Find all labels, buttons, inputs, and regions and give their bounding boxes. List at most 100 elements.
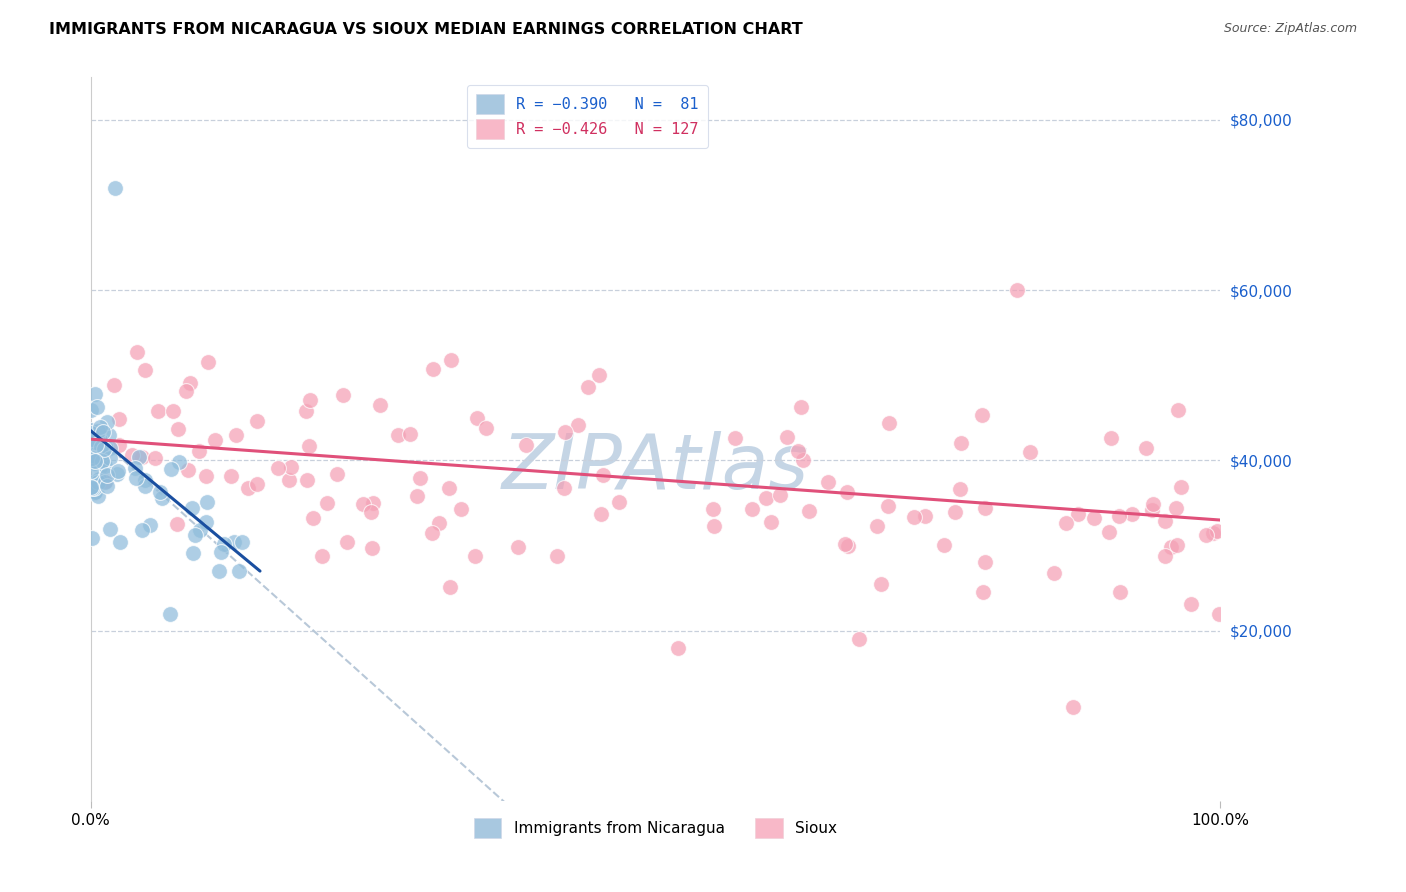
Point bbox=[212, 537, 235, 551]
Point bbox=[91, 454, 114, 468]
Point bbox=[724, 431, 747, 445]
Point bbox=[80, 453, 103, 467]
Point bbox=[1160, 541, 1182, 555]
Point bbox=[82, 432, 104, 446]
Point bbox=[108, 438, 131, 452]
Point bbox=[464, 549, 486, 563]
Point bbox=[475, 421, 498, 435]
Point bbox=[1098, 524, 1121, 539]
Point bbox=[80, 402, 103, 417]
Point bbox=[336, 535, 359, 549]
Point bbox=[1153, 549, 1175, 563]
Point bbox=[181, 546, 204, 560]
Point bbox=[94, 475, 117, 489]
Point bbox=[409, 471, 432, 485]
Point bbox=[90, 441, 112, 455]
Point bbox=[450, 502, 472, 516]
Point bbox=[87, 437, 110, 451]
Point bbox=[103, 378, 125, 392]
Point bbox=[245, 414, 267, 428]
Point bbox=[973, 501, 995, 516]
Point bbox=[837, 485, 859, 500]
Point bbox=[187, 444, 209, 458]
Point bbox=[134, 474, 156, 488]
Point bbox=[96, 416, 118, 430]
Point bbox=[368, 398, 391, 412]
Point bbox=[176, 384, 198, 399]
Point bbox=[84, 454, 107, 468]
Point bbox=[741, 501, 763, 516]
Point bbox=[316, 496, 339, 510]
Point bbox=[166, 517, 188, 532]
Point bbox=[82, 453, 104, 467]
Point bbox=[107, 464, 129, 478]
Point bbox=[80, 480, 103, 494]
Point bbox=[387, 428, 409, 442]
Point bbox=[1019, 445, 1042, 459]
Point bbox=[80, 447, 103, 461]
Point bbox=[974, 555, 997, 569]
Point bbox=[100, 451, 122, 466]
Point bbox=[546, 549, 568, 563]
Point bbox=[332, 387, 354, 401]
Point bbox=[124, 460, 146, 475]
Point bbox=[567, 417, 589, 432]
Point bbox=[508, 540, 530, 554]
Point bbox=[970, 409, 993, 423]
Point bbox=[80, 476, 103, 491]
Point bbox=[86, 429, 108, 443]
Point bbox=[143, 451, 166, 466]
Point bbox=[134, 363, 156, 377]
Point bbox=[159, 607, 181, 621]
Point bbox=[104, 181, 127, 195]
Point bbox=[91, 425, 114, 439]
Point bbox=[398, 426, 420, 441]
Point bbox=[325, 467, 347, 482]
Point bbox=[439, 580, 461, 594]
Point bbox=[93, 439, 115, 453]
Point bbox=[1195, 528, 1218, 542]
Point bbox=[302, 511, 325, 525]
Point bbox=[792, 453, 814, 467]
Point bbox=[149, 485, 172, 500]
Legend: Immigrants from Nicaragua, Sioux: Immigrants from Nicaragua, Sioux bbox=[468, 812, 844, 844]
Point bbox=[755, 491, 778, 506]
Point bbox=[86, 400, 108, 414]
Point bbox=[125, 471, 148, 485]
Text: IMMIGRANTS FROM NICARAGUA VS SIOUX MEDIAN EARNINGS CORRELATION CHART: IMMIGRANTS FROM NICARAGUA VS SIOUX MEDIA… bbox=[49, 22, 803, 37]
Point bbox=[361, 496, 384, 510]
Point bbox=[440, 352, 463, 367]
Point bbox=[295, 404, 318, 418]
Point bbox=[84, 451, 107, 466]
Point bbox=[405, 489, 427, 503]
Point bbox=[1140, 503, 1163, 517]
Point bbox=[1153, 514, 1175, 528]
Point bbox=[134, 479, 156, 493]
Point bbox=[228, 564, 250, 578]
Point bbox=[80, 436, 103, 450]
Point bbox=[108, 535, 131, 549]
Point bbox=[183, 528, 205, 542]
Point bbox=[360, 505, 382, 519]
Point bbox=[96, 468, 118, 483]
Point bbox=[797, 504, 820, 518]
Point bbox=[89, 433, 111, 447]
Point bbox=[80, 425, 103, 440]
Point bbox=[1180, 597, 1202, 611]
Point bbox=[197, 495, 219, 509]
Point bbox=[84, 386, 107, 401]
Point bbox=[972, 585, 994, 599]
Point bbox=[776, 430, 799, 444]
Point bbox=[277, 473, 299, 487]
Point bbox=[834, 537, 856, 551]
Point bbox=[1067, 508, 1090, 522]
Point bbox=[786, 444, 808, 458]
Point bbox=[817, 475, 839, 489]
Point bbox=[97, 428, 120, 442]
Point bbox=[870, 576, 893, 591]
Point bbox=[91, 446, 114, 460]
Point bbox=[139, 517, 162, 532]
Point bbox=[190, 523, 212, 537]
Point bbox=[949, 482, 972, 496]
Point bbox=[80, 531, 103, 545]
